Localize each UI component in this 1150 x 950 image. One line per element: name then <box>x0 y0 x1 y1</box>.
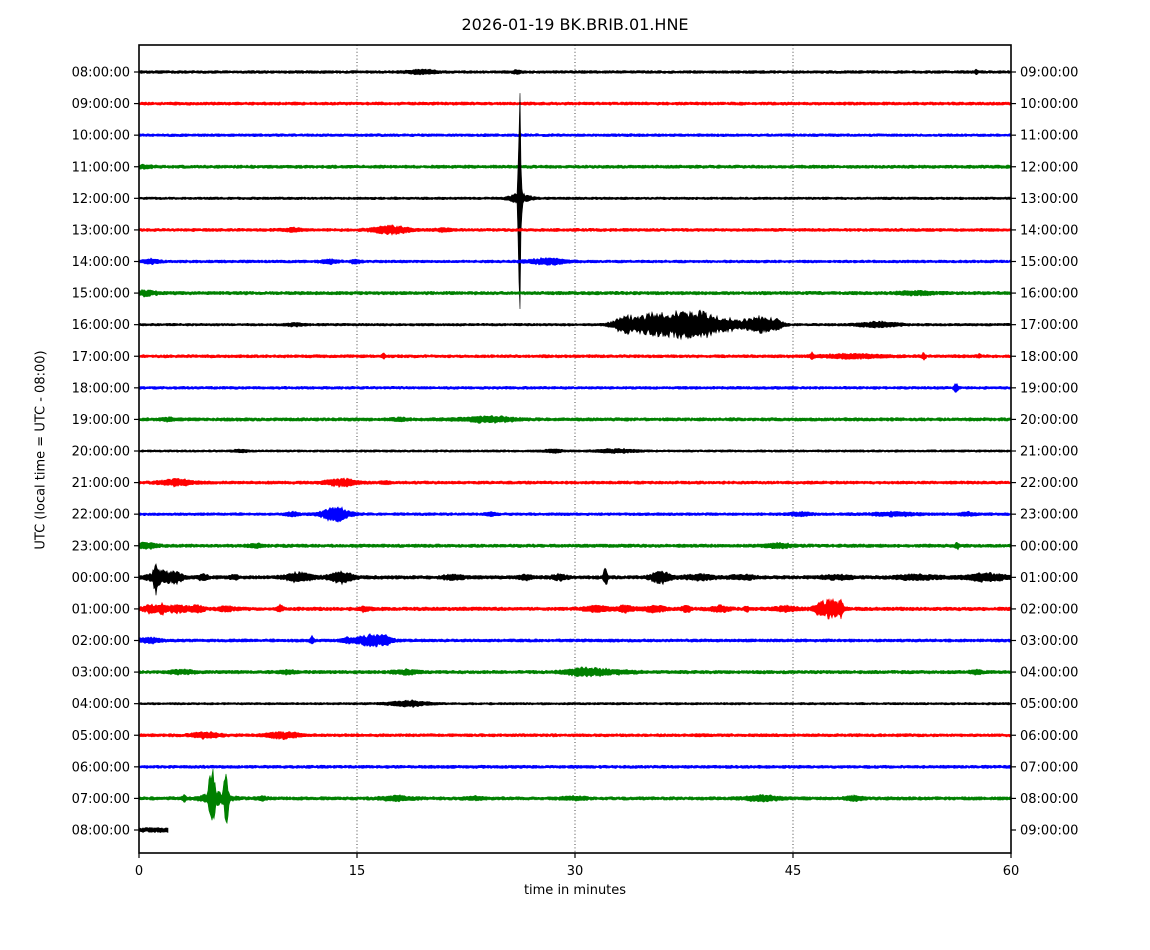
utc-tick-label: 23:00:00 <box>72 539 130 554</box>
x-tick-label: 0 <box>135 864 143 879</box>
trace-row <box>139 101 1011 106</box>
x-tick-label: 60 <box>1003 864 1020 879</box>
trace-row <box>139 163 1011 170</box>
utc-tick-label: 19:00:00 <box>72 413 130 428</box>
trace-row <box>139 256 1011 266</box>
trace-row <box>139 666 1011 678</box>
utc-tick-label: 21:00:00 <box>72 476 130 491</box>
utc-tick-label: 20:00:00 <box>72 445 130 460</box>
local-tick-label: 14:00:00 <box>1020 223 1078 238</box>
trace-row <box>139 415 1011 424</box>
trace-row <box>139 826 169 833</box>
utc-tick-label: 08:00:00 <box>72 824 130 839</box>
utc-tick-label: 06:00:00 <box>72 760 130 775</box>
utc-tick-label: 08:00:00 <box>72 66 130 81</box>
utc-tick-label: 09:00:00 <box>72 97 130 112</box>
local-tick-label: 21:00:00 <box>1020 445 1078 460</box>
page-title: 2026-01-19 BK.BRIB.01.HNE <box>461 15 689 34</box>
local-tick-label: 11:00:00 <box>1020 129 1078 144</box>
trace-row <box>139 309 1011 341</box>
local-tick-label: 18:00:00 <box>1020 350 1078 365</box>
trace-row <box>139 477 1011 488</box>
local-tick-label: 04:00:00 <box>1020 666 1078 681</box>
trace-row <box>139 351 1011 361</box>
utc-tick-label: 17:00:00 <box>72 350 130 365</box>
local-tick-label: 23:00:00 <box>1020 508 1078 523</box>
local-tick-label: 22:00:00 <box>1020 476 1078 491</box>
utc-tick-label: 22:00:00 <box>72 508 130 523</box>
utc-tick-label: 14:00:00 <box>72 255 130 270</box>
utc-tick-label: 16:00:00 <box>72 318 130 333</box>
utc-tick-label: 05:00:00 <box>72 729 130 744</box>
trace-row <box>139 598 1011 620</box>
local-tick-label: 17:00:00 <box>1020 318 1078 333</box>
local-tick-label: 01:00:00 <box>1020 571 1078 586</box>
trace-row <box>139 288 1011 298</box>
x-tick-label: 15 <box>349 864 366 879</box>
trace-row <box>139 730 1011 741</box>
utc-tick-label: 03:00:00 <box>72 666 130 681</box>
trace-row <box>139 633 1011 648</box>
trace-row <box>139 224 1011 236</box>
utc-tick-label: 10:00:00 <box>72 129 130 144</box>
utc-tick-label: 13:00:00 <box>72 223 130 238</box>
local-tick-label: 06:00:00 <box>1020 729 1078 744</box>
utc-tick-label: 18:00:00 <box>72 381 130 396</box>
trace-row <box>139 93 1011 310</box>
trace-row <box>139 133 1011 138</box>
trace-row <box>139 541 1011 551</box>
utc-tick-label: 07:00:00 <box>72 792 130 807</box>
trace-row <box>139 764 1011 769</box>
utc-tick-label: 02:00:00 <box>72 634 130 649</box>
local-tick-label: 08:00:00 <box>1020 792 1078 807</box>
local-tick-label: 03:00:00 <box>1020 634 1078 649</box>
local-tick-label: 13:00:00 <box>1020 192 1078 207</box>
local-tick-label: 12:00:00 <box>1020 160 1078 175</box>
utc-tick-label: 15:00:00 <box>72 287 130 302</box>
trace-row <box>139 563 1011 596</box>
trace-row <box>139 506 1011 523</box>
x-tick-label: 45 <box>785 864 802 879</box>
x-axis-label: time in minutes <box>523 883 627 898</box>
utc-tick-label: 00:00:00 <box>72 571 130 586</box>
local-tick-label: 00:00:00 <box>1020 539 1078 554</box>
local-tick-label: 02:00:00 <box>1020 602 1078 617</box>
local-tick-label: 07:00:00 <box>1020 760 1078 775</box>
local-tick-label: 19:00:00 <box>1020 381 1078 396</box>
local-tick-label: 09:00:00 <box>1020 824 1078 839</box>
trace-row <box>139 383 1011 393</box>
utc-tick-label: 12:00:00 <box>72 192 130 207</box>
trace-row <box>139 68 1011 76</box>
utc-tick-label: 04:00:00 <box>72 697 130 712</box>
utc-tick-label: 11:00:00 <box>72 160 130 175</box>
x-tick-label: 30 <box>567 864 584 879</box>
local-tick-label: 15:00:00 <box>1020 255 1078 270</box>
utc-tick-label: 01:00:00 <box>72 602 130 617</box>
trace-row <box>139 699 1011 708</box>
local-tick-label: 16:00:00 <box>1020 287 1078 302</box>
local-tick-label: 20:00:00 <box>1020 413 1078 428</box>
local-tick-label: 10:00:00 <box>1020 97 1078 112</box>
local-tick-label: 05:00:00 <box>1020 697 1078 712</box>
trace-row <box>139 447 1011 455</box>
traces-group <box>139 68 1011 833</box>
trace-row <box>139 768 1011 825</box>
local-tick-label: 09:00:00 <box>1020 66 1078 81</box>
